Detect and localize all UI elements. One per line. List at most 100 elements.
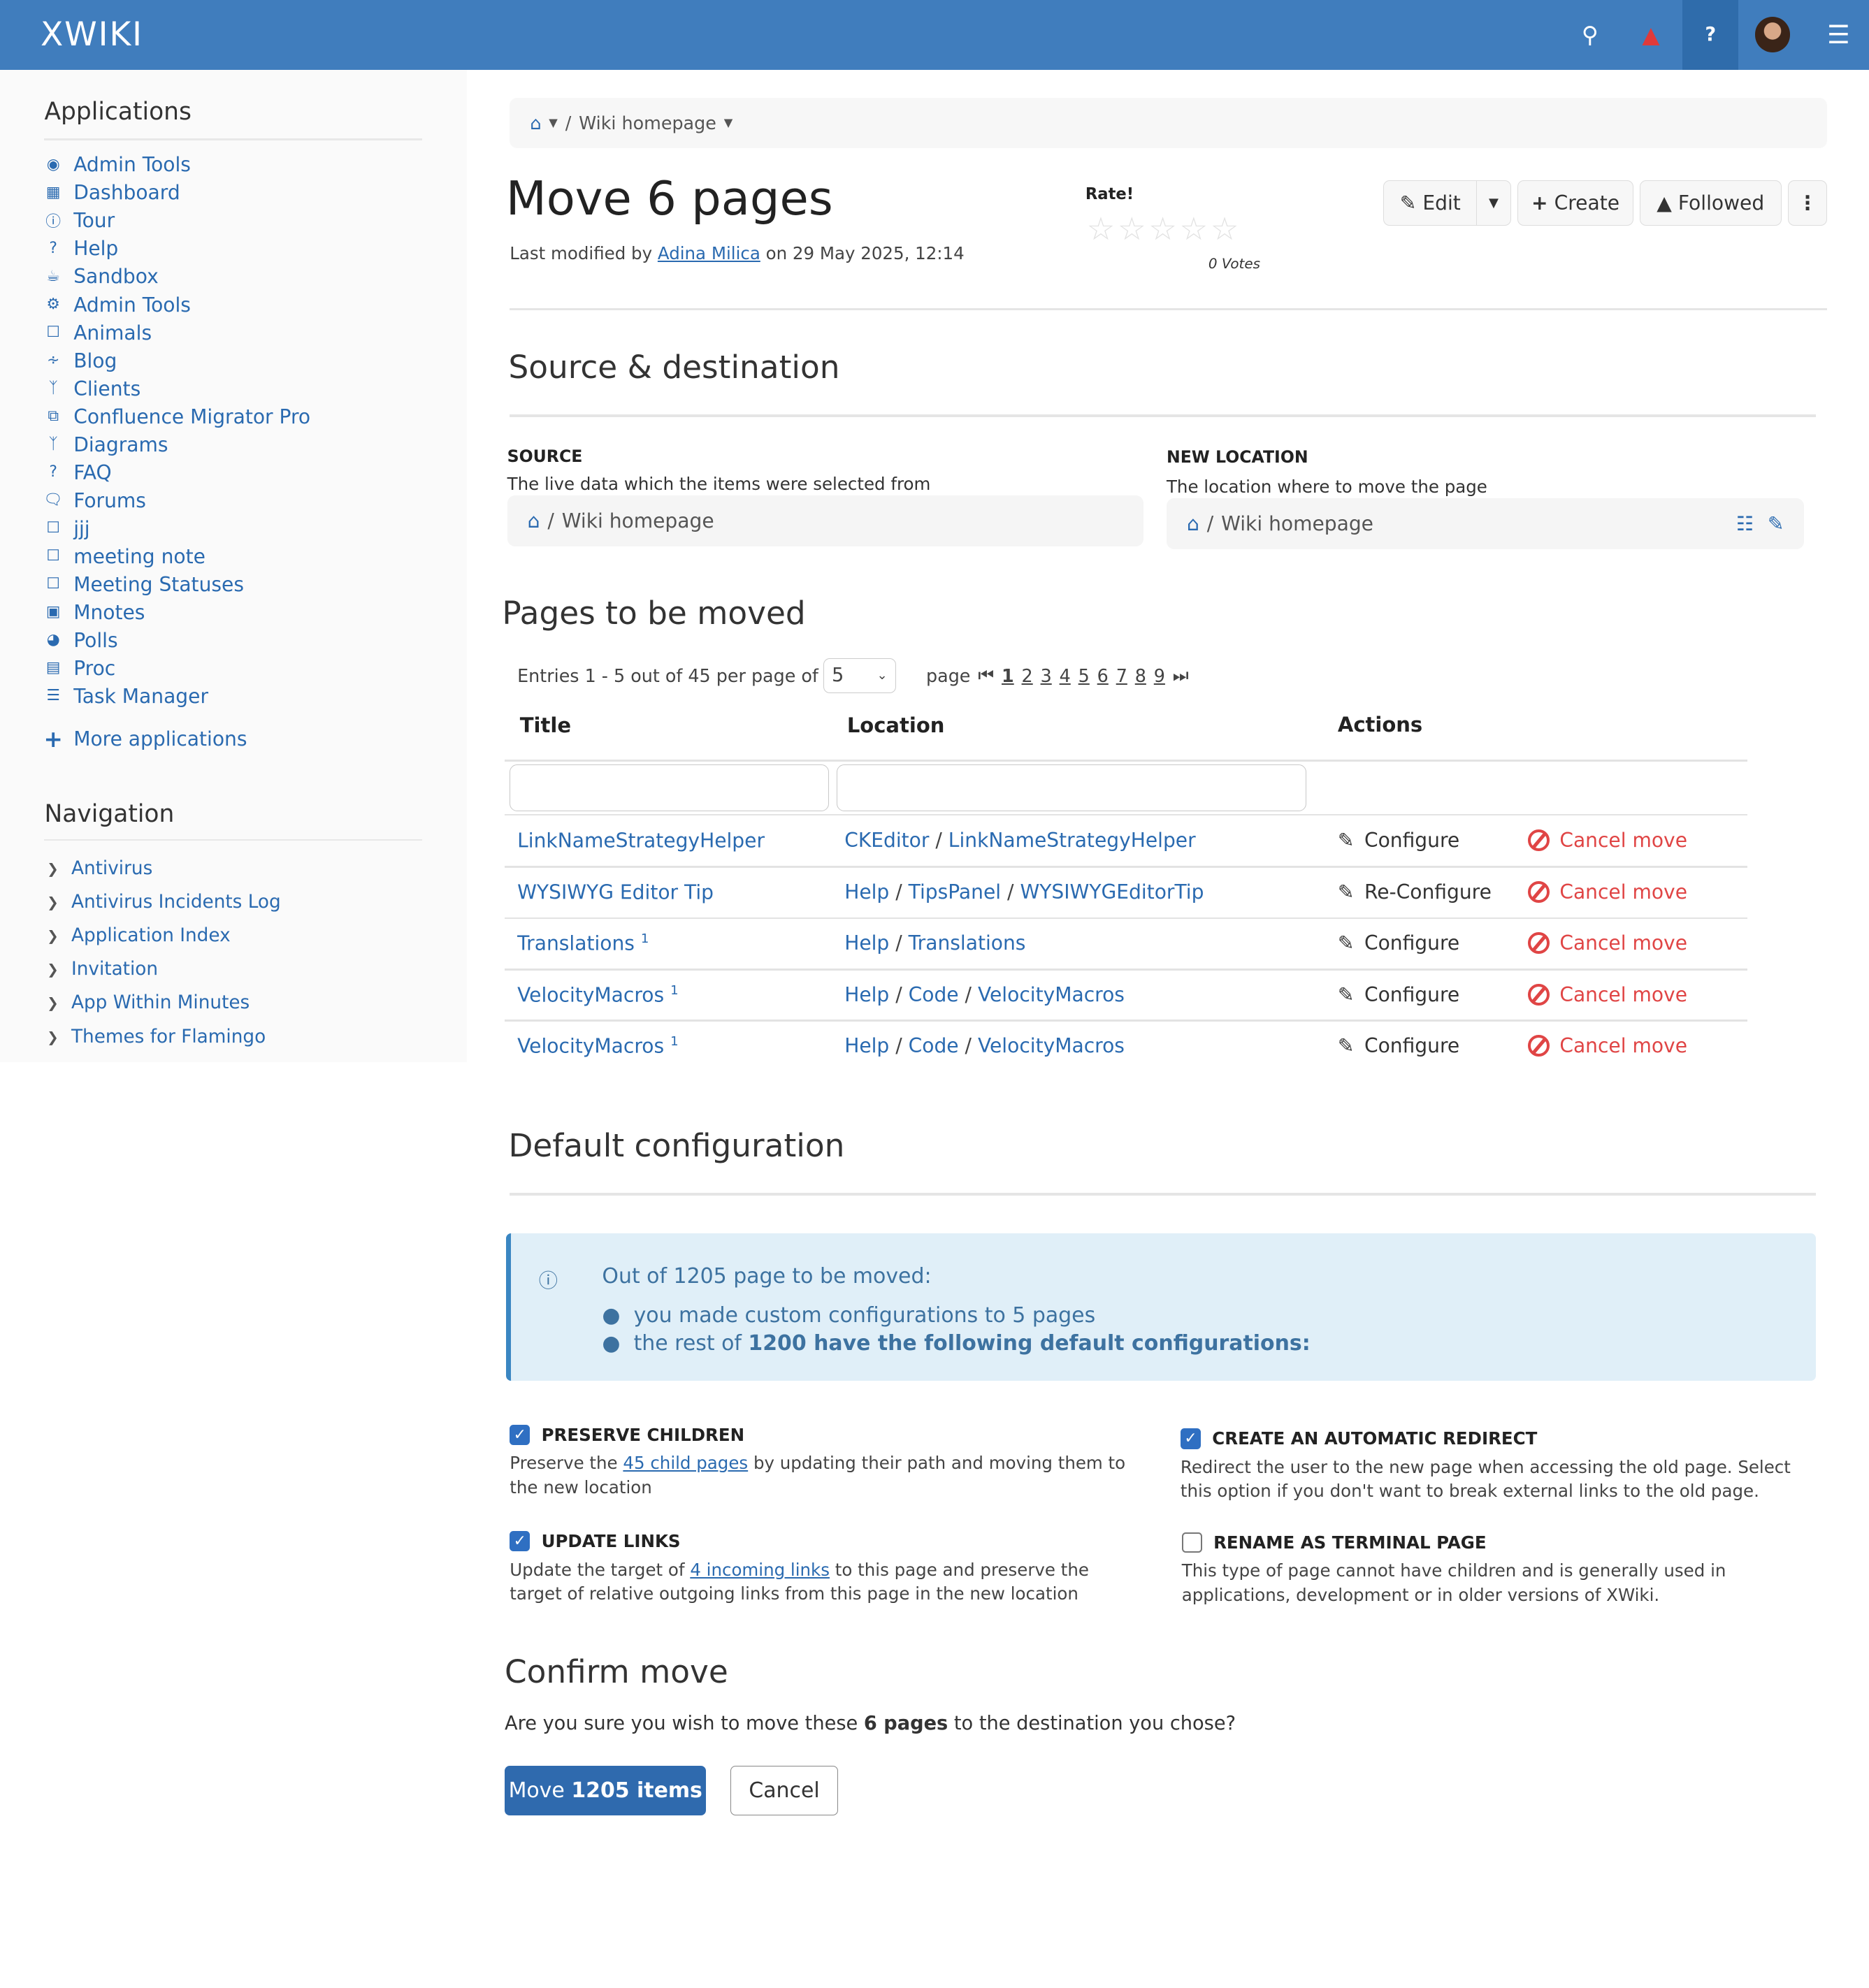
chevron-down-icon[interactable]: ▼: [549, 116, 558, 130]
create-button[interactable]: + Create: [1517, 180, 1633, 226]
location-filter-input[interactable]: [837, 764, 1306, 811]
edit-button[interactable]: ✎ Edit: [1383, 180, 1478, 226]
option-checkbox[interactable]: ✓ PRESERVE CHILDREN: [510, 1425, 744, 1446]
rating-stars[interactable]: ☆☆☆☆☆: [1086, 210, 1242, 248]
location-link[interactable]: Help: [844, 1034, 890, 1058]
title-link[interactable]: Translations: [517, 931, 635, 955]
more-actions-button[interactable]: ⋮: [1787, 180, 1828, 226]
page-number-link[interactable]: 4: [1059, 665, 1071, 686]
sidebar-app-item[interactable]: ▤ Proc: [44, 657, 115, 680]
sidebar-app-item[interactable]: ☐ meeting note: [44, 545, 205, 568]
location-link[interactable]: Help: [844, 880, 890, 904]
sidebar-app-item[interactable]: ᛉ Diagrams: [44, 433, 168, 456]
cancel-move-button[interactable]: Cancel move: [1527, 829, 1687, 852]
page-number-link[interactable]: 6: [1097, 665, 1109, 686]
sidebar-app-item[interactable]: ? Help: [44, 237, 118, 260]
configure-button[interactable]: ✎ Configure: [1338, 983, 1459, 1006]
chevron-down-icon[interactable]: ▼: [723, 116, 733, 130]
configure-button[interactable]: ✎ Configure: [1338, 1034, 1459, 1057]
location-link[interactable]: WYSIWYGEditorTip: [1020, 880, 1204, 904]
pencil-icon[interactable]: ✎: [1767, 511, 1784, 535]
sidebar-app-item[interactable]: ☐ Meeting Statuses: [44, 573, 244, 596]
sidebar-app-item[interactable]: ☕ Sandbox: [44, 265, 158, 288]
question-icon[interactable]: ?: [1682, 0, 1739, 70]
first-page-icon[interactable]: ⏮: [978, 664, 995, 685]
page-number-link[interactable]: 5: [1078, 665, 1090, 686]
navigation-item[interactable]: ❯ Invitation: [47, 959, 158, 980]
configure-button[interactable]: ✎ Re-Configure: [1338, 880, 1492, 904]
option-link[interactable]: 4 incoming links: [690, 1559, 830, 1580]
title-filter-input[interactable]: [510, 764, 830, 811]
sidebar-app-item[interactable]: ☰ Task Manager: [44, 685, 208, 708]
page-number-link[interactable]: 1: [1002, 665, 1014, 686]
edit-dropdown-button[interactable]: ▼: [1475, 180, 1512, 226]
cancel-move-button[interactable]: Cancel move: [1527, 931, 1687, 955]
sidebar-app-item[interactable]: ☐ jjj: [44, 517, 89, 540]
location-link[interactable]: Help: [844, 982, 890, 1006]
option-link[interactable]: 45 child pages: [623, 1453, 749, 1474]
avatar[interactable]: [1745, 0, 1801, 70]
option-checkbox[interactable]: ✓ UPDATE LINKS: [510, 1531, 681, 1552]
location-link[interactable]: LinkNameStrategyHelper: [948, 829, 1196, 852]
location-link[interactable]: CKEditor: [844, 829, 930, 852]
sitemap-icon[interactable]: ☷: [1736, 511, 1754, 535]
page-number-link[interactable]: 3: [1040, 665, 1052, 686]
location-link[interactable]: Code: [908, 1034, 959, 1058]
more-applications-link[interactable]: + More applications: [44, 726, 247, 753]
hamburger-icon[interactable]: ☰: [1827, 20, 1850, 50]
navigation-item[interactable]: ❯ Themes for Flamingo: [47, 1026, 266, 1047]
bell-icon[interactable]: ▲: [1642, 21, 1660, 48]
navigation-item[interactable]: ❯ App Within Minutes: [47, 992, 250, 1013]
cancel-move-button[interactable]: Cancel move: [1527, 1034, 1687, 1057]
configure-button[interactable]: ✎ Configure: [1338, 931, 1459, 955]
sidebar-app-item[interactable]: ⚙ Admin Tools: [44, 293, 191, 317]
location-link[interactable]: Code: [908, 982, 959, 1006]
sidebar-app-item[interactable]: ◉ Admin Tools: [44, 153, 191, 176]
column-title[interactable]: Title: [519, 713, 571, 738]
location-link[interactable]: Translations: [908, 931, 1026, 955]
cancel-button[interactable]: Cancel: [730, 1766, 839, 1815]
last-page-icon[interactable]: ⏭: [1172, 664, 1189, 685]
option-checkbox[interactable]: ✓ CREATE AN AUTOMATIC REDIRECT: [1180, 1428, 1537, 1449]
sidebar-app-item[interactable]: ⧉ Confluence Migrator Pro: [44, 405, 310, 428]
sidebar-app-item[interactable]: 🗨 Forums: [43, 489, 146, 512]
option-checkbox[interactable]: RENAME AS TERMINAL PAGE: [1181, 1532, 1487, 1553]
navigation-item[interactable]: ❯ Application Index: [47, 925, 231, 946]
title-link[interactable]: WYSIWYG Editor Tip: [517, 880, 714, 904]
home-icon[interactable]: ⌂: [527, 509, 540, 533]
navigation-item[interactable]: ❯ Antivirus Incidents Log: [47, 892, 281, 913]
page-number-link[interactable]: 2: [1021, 665, 1033, 686]
sidebar-app-item[interactable]: ☐ Animals: [44, 321, 152, 344]
breadcrumb-page[interactable]: Wiki homepage: [579, 112, 716, 133]
sidebar-app-item[interactable]: ? FAQ: [44, 461, 111, 484]
title-link[interactable]: LinkNameStrategyHelper: [517, 829, 765, 852]
title-link[interactable]: VelocityMacros: [517, 983, 665, 1007]
author-link[interactable]: Adina Milica: [657, 243, 760, 264]
home-icon[interactable]: ⌂: [530, 112, 542, 133]
column-location[interactable]: Location: [846, 713, 945, 738]
navigation-item[interactable]: ❯ Antivirus: [47, 858, 152, 879]
configure-button[interactable]: ✎ Configure: [1338, 829, 1459, 852]
page-number-link[interactable]: 9: [1153, 665, 1165, 686]
move-button[interactable]: Move 1205 items: [505, 1766, 707, 1815]
location-link[interactable]: Help: [844, 931, 890, 955]
sidebar-app-item[interactable]: ▣ Mnotes: [44, 601, 145, 624]
page-number-link[interactable]: 8: [1134, 665, 1146, 686]
per-page-select[interactable]: 5 ⌄: [823, 658, 896, 694]
xwiki-logo[interactable]: XWIKI: [41, 15, 143, 54]
sidebar-app-item[interactable]: ∻ Blog: [44, 349, 117, 372]
title-link[interactable]: VelocityMacros: [517, 1034, 665, 1058]
cancel-move-button[interactable]: Cancel move: [1527, 983, 1687, 1006]
location-link[interactable]: VelocityMacros: [977, 1034, 1125, 1058]
followed-button[interactable]: ▲ Followed: [1639, 180, 1782, 226]
sidebar-app-item[interactable]: ▦ Dashboard: [44, 181, 180, 204]
location-link[interactable]: VelocityMacros: [977, 982, 1125, 1006]
home-icon[interactable]: ⌂: [1186, 511, 1199, 535]
location-link[interactable]: TipsPanel: [908, 880, 1002, 904]
sidebar-app-item[interactable]: ◕ Polls: [44, 629, 118, 652]
cancel-move-button[interactable]: Cancel move: [1527, 880, 1687, 904]
sidebar-app-item[interactable]: ⓘ Tour: [44, 209, 115, 232]
search-icon[interactable]: ⚲: [1581, 21, 1599, 48]
sidebar-app-item[interactable]: ᛉ Clients: [44, 377, 141, 400]
page-number-link[interactable]: 7: [1116, 665, 1127, 686]
